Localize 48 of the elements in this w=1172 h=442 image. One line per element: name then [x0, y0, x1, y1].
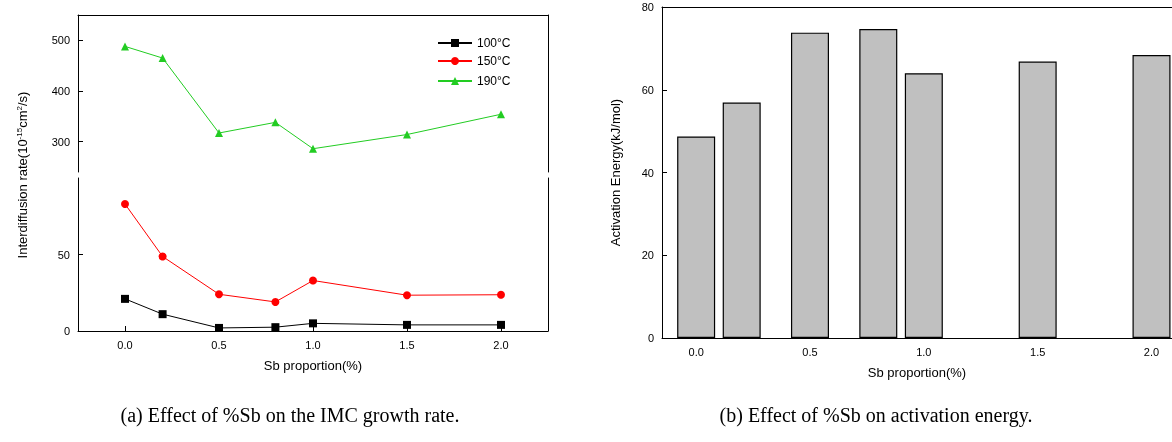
- x-axis-title: Sb proportion(%): [263, 358, 363, 373]
- point: [215, 323, 223, 332]
- point: [309, 144, 317, 153]
- point: [309, 276, 317, 285]
- point: [121, 294, 129, 303]
- legend-label: 150°C: [477, 54, 511, 68]
- point: [271, 323, 280, 332]
- legend-label: 190°C: [477, 74, 511, 88]
- point: [309, 319, 317, 328]
- point: [158, 54, 167, 63]
- text: (b) Effect of %Sb on activation energy.: [719, 404, 1033, 427]
- y-axis-title: Interdiffusion rate(10-15cm2/s): [14, 91, 30, 259]
- x-tick-label: 0.0: [117, 338, 133, 351]
- y-tick-label: 60: [641, 83, 654, 96]
- point: [121, 200, 129, 209]
- y-tick-label: 300: [51, 135, 70, 148]
- x-tick-label: 2.0: [1143, 345, 1160, 358]
- x-tick-label: 0.0: [688, 345, 704, 358]
- point: [215, 290, 223, 299]
- x-tick-label: 1.5: [399, 338, 415, 351]
- x-tick-label: 1.0: [305, 338, 321, 351]
- y-tick-label: 400: [51, 84, 70, 97]
- point: [403, 130, 411, 139]
- legend-label: 100°C: [477, 36, 511, 50]
- point: [271, 297, 280, 306]
- point: [403, 291, 411, 300]
- y-tick-label: 500: [51, 34, 70, 47]
- y-tick-label: 40: [641, 166, 654, 179]
- y-tick-label: 0: [647, 332, 654, 344]
- text: (a) Effect of %Sb on the IMC growth rate.: [120, 404, 460, 427]
- y-axis-title: Activation Energy(kJ/mol): [608, 98, 623, 247]
- x-tick-label: 0.5: [802, 345, 818, 358]
- y-tick-label: 50: [57, 248, 70, 261]
- point: [497, 110, 505, 119]
- x-tick-label: 1.0: [916, 345, 932, 358]
- x-tick-label: 2.0: [493, 338, 509, 351]
- point: [215, 129, 223, 137]
- x-axis-title: Sb proportion(%): [867, 365, 967, 380]
- y-tick-label: 0: [63, 325, 70, 337]
- point: [403, 320, 411, 329]
- point: [158, 252, 167, 261]
- point: [158, 310, 167, 319]
- x-tick-label: 0.5: [211, 338, 227, 351]
- point: [121, 42, 129, 51]
- point: [497, 290, 505, 299]
- x-tick-label: 1.5: [1030, 345, 1046, 358]
- y-tick-label: 80: [641, 1, 654, 13]
- y-tick-label: 20: [641, 249, 654, 262]
